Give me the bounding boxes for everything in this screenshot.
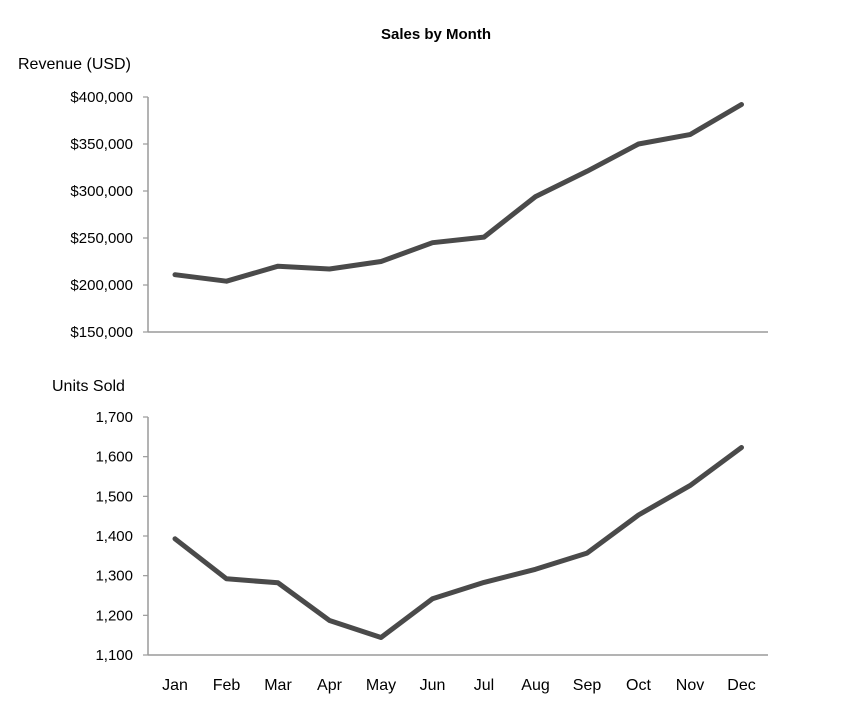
revenue-y-tick-label: $400,000 — [70, 89, 133, 106]
units-y-tick-label: 1,200 — [95, 607, 133, 624]
units-y-tick-label: 1,600 — [95, 449, 133, 466]
units-ylabel: Units Sold — [52, 378, 125, 395]
revenue-y-tick-label: $150,000 — [70, 324, 133, 341]
x-tick-label-aug: Aug — [521, 677, 549, 694]
units-line — [175, 448, 742, 638]
units-y-tick-label: 1,500 — [95, 488, 133, 505]
units-y-tick-label: 1,100 — [95, 647, 133, 664]
revenue-y-tick-label: $350,000 — [70, 136, 133, 153]
revenue-ylabel: Revenue (USD) — [18, 56, 131, 73]
x-tick-label-dec: Dec — [727, 677, 755, 694]
units-y-tick-label: 1,700 — [95, 409, 133, 426]
units-y-tick-label: 1,400 — [95, 528, 133, 545]
revenue-panel: Revenue (USD) $400,000 $350,000 $300,000 $2… — [18, 56, 768, 341]
x-tick-label-jan: Jan — [162, 677, 188, 694]
units-series — [175, 447, 742, 637]
revenue-line — [175, 105, 742, 282]
revenue-axes — [148, 97, 768, 332]
units-axes — [148, 417, 768, 655]
units-y-tick-label: 1,300 — [95, 568, 133, 585]
x-tick-label-nov: Nov — [676, 677, 704, 694]
x-tick-label-jun: Jun — [420, 677, 446, 694]
revenue-y-tick-label: $300,000 — [70, 183, 133, 200]
revenue-y-axis-ticks: $400,000 $350,000 $300,000 $250,000 $200,000… — [70, 89, 148, 341]
units-panel: Units Sold 1,700 1,600 1,500 1,400 1,300 1,20… — [52, 378, 768, 664]
revenue-series — [175, 104, 742, 281]
units-y-axis-ticks: 1,700 1,600 1,500 1,400 1,300 1,200 1,100 — [95, 409, 148, 664]
x-tick-label-sep: Sep — [573, 677, 602, 694]
chart-title: Sales by Month — [381, 26, 491, 43]
x-tick-label-may: May — [366, 677, 396, 694]
x-axis-tick-labels: Jan Feb Mar Apr May Jun Jul Aug Sep Oct Nov Dec — [162, 677, 756, 694]
revenue-y-tick-label: $250,000 — [70, 230, 133, 247]
revenue-y-tick-label: $200,000 — [70, 277, 133, 294]
x-tick-label-jul: Jul — [474, 677, 494, 694]
x-tick-label-apr: Apr — [317, 677, 343, 694]
x-tick-label-feb: Feb — [213, 677, 241, 694]
x-tick-label-mar: Mar — [264, 677, 292, 694]
x-tick-label-oct: Oct — [626, 677, 651, 694]
